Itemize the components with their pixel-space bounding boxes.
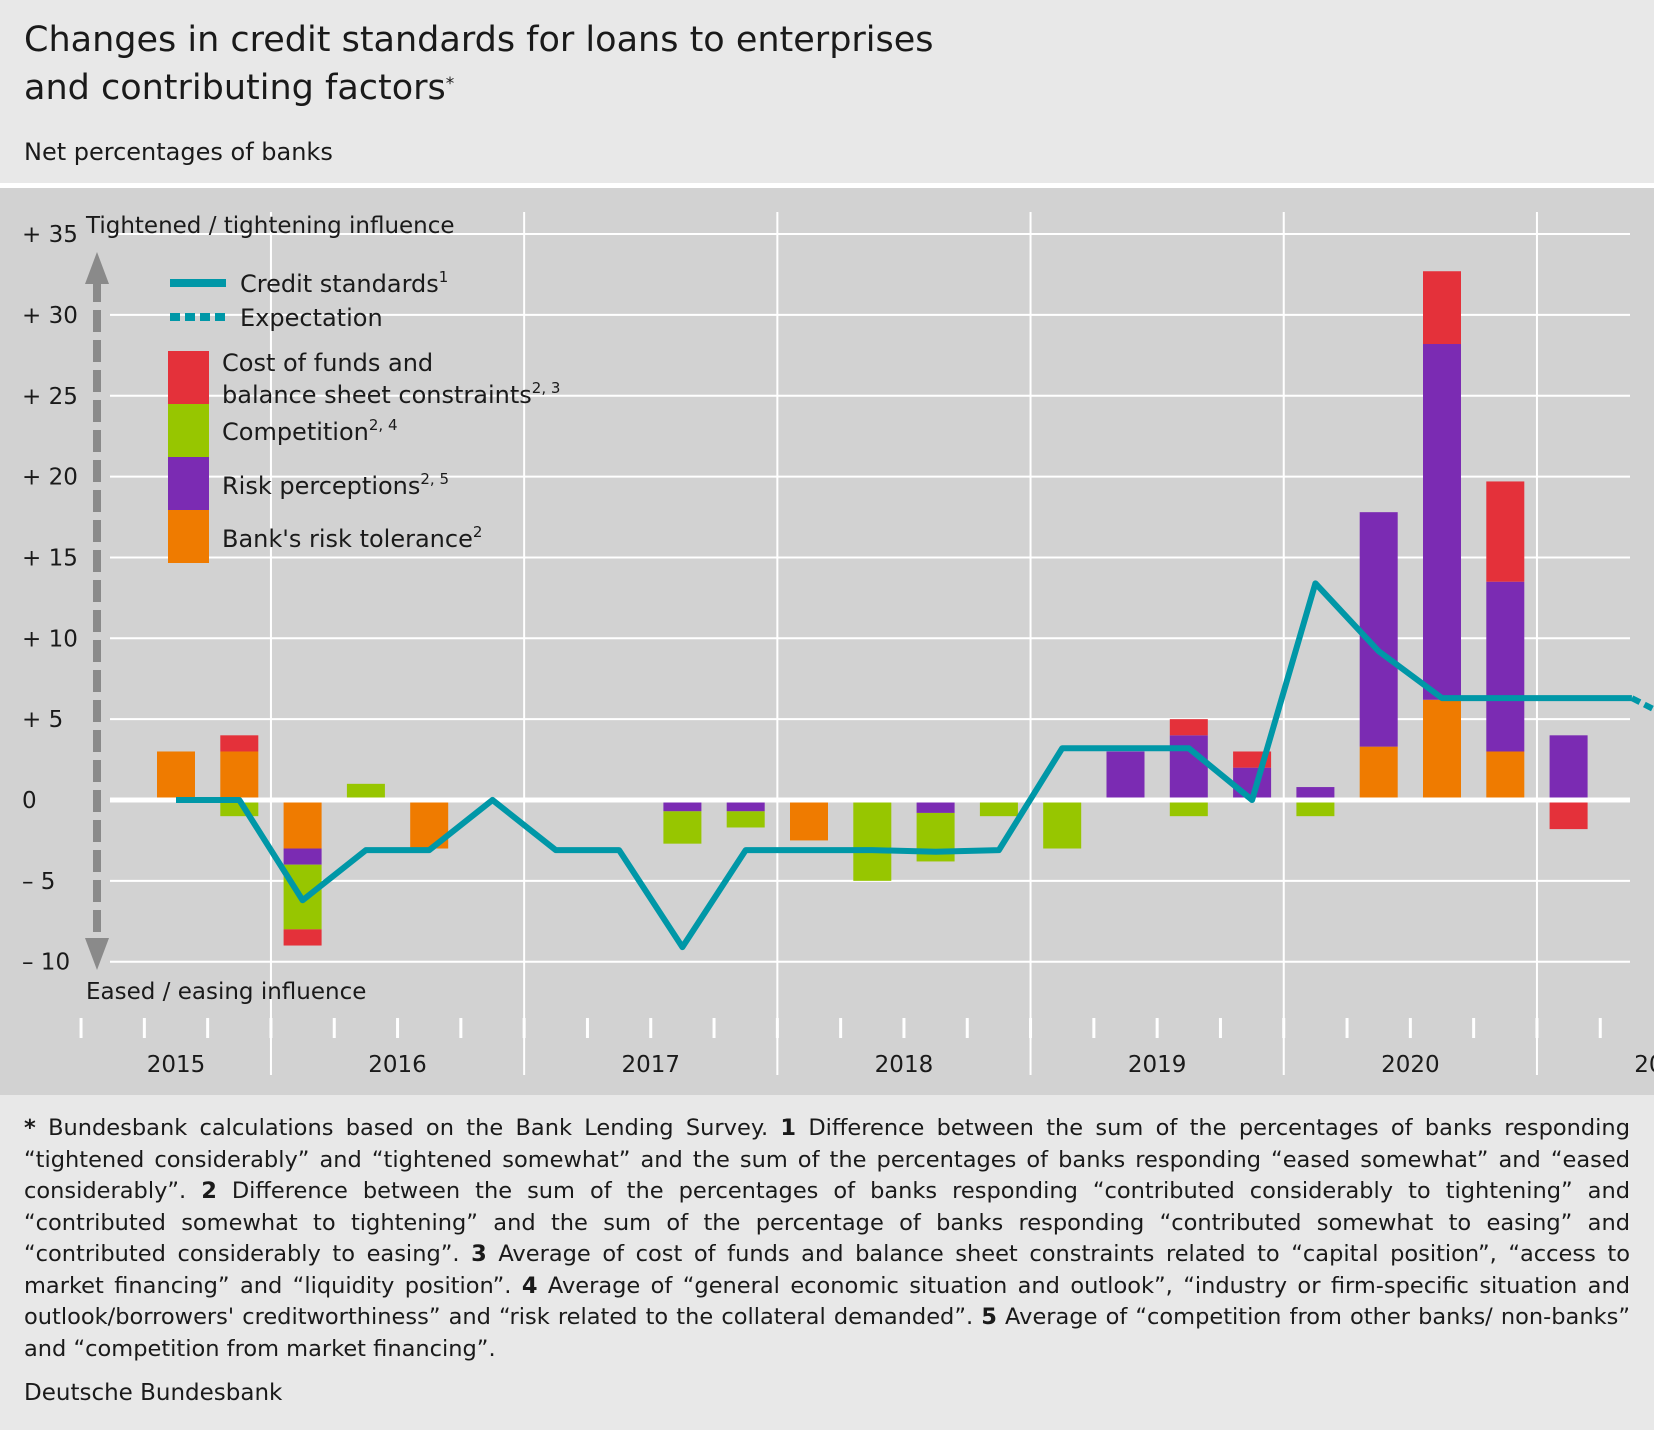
year-separators [269,212,1538,1075]
bar-segment [346,783,385,800]
legend-cost-of-funds-swatch [168,351,209,404]
legend-cost-of-funds-line1: Cost of funds and [222,349,433,377]
bar-segment [1423,699,1461,800]
y-tick-label: – 10 [22,950,70,976]
bar-segment [1043,800,1082,849]
credit-standards-line-group [176,580,1654,951]
footnote-2-number: 2 [201,1178,217,1204]
bar-segment [663,811,702,844]
y-tick-label: + 25 [22,384,78,410]
top-divider [0,183,1654,188]
legend-credit-standards: Credit standards1 [240,268,448,298]
bar-segment [1486,751,1525,800]
bar-segment [157,751,195,800]
title-footnote-mark: * [445,74,455,94]
arrow-down-icon [85,938,109,970]
bar-segment [916,800,955,813]
y-tick-label: + 35 [22,222,78,248]
year-label: 2018 [875,1052,934,1078]
footnote-star-text: Bundesbank calculations based on the Ban… [35,1115,781,1141]
year-label: 2016 [368,1052,427,1078]
y-tick-label: + 30 [22,303,78,329]
tightening-label: Tightened / tightening influence [85,213,455,239]
bar-segment [1486,581,1525,752]
bar-segment [1423,344,1461,700]
year-label: 2020 [1381,1052,1440,1078]
year-label: 2021 [1634,1052,1654,1078]
bar-segment [1359,512,1398,747]
bar-segment [979,800,1018,817]
year-label: 2017 [621,1052,680,1078]
y-tick-label: + 5 [22,707,63,733]
y-tick-label: + 20 [22,465,78,491]
bar-segment [220,735,259,752]
legend-competition-swatch [168,404,209,457]
bar-segment [853,800,892,881]
legend-risk-tolerance: Bank's risk tolerance2 [222,523,482,553]
bar-segment [1106,751,1145,800]
title-line-2: and contributing factors [24,68,446,108]
bar-segment [1296,787,1335,800]
bar-segment [283,848,322,865]
legend-cost-of-funds-line2: balance sheet constraints2, 3 [222,379,560,409]
title-line-1: Changes in credit standards for loans to… [24,20,934,60]
bar-segment [726,800,765,812]
bar-segment [1169,719,1208,736]
bar-segment [220,751,259,800]
footnote-1-number: 1 [780,1115,797,1141]
chart-svg: + 35 + 30 + 25 + 20 + 15 + 10 + 5 0 – 5 – 10 2015… [22,212,1654,1078]
expectation-line [1630,695,1654,713]
footnote-1-text: Difference between the sum of the percen… [24,1115,1630,1204]
bar-segment [1549,800,1588,830]
bar-segment [1169,800,1208,817]
bar-segment [1549,735,1588,800]
legend-risk-perceptions-swatch [168,457,209,510]
year-label: 2015 [147,1052,206,1078]
legend-risk-perceptions: Risk perceptions2, 5 [222,470,449,500]
footnote-5-number: 5 [981,1304,997,1330]
footnote-3-text: Average of cost of funds and balance she… [24,1241,1630,1299]
legend-risk-tolerance-swatch [168,510,209,563]
arrow-up-icon [85,252,109,284]
easing-label: Eased / easing influence [86,979,366,1005]
y-tick-label: – 5 [22,869,55,895]
bar-segment [726,811,765,828]
bar-segment [283,800,322,849]
bar-segment [790,800,828,841]
legend-competition: Competition2, 4 [222,416,398,446]
bar-segment [1486,481,1525,582]
year-label: 2019 [1128,1052,1187,1078]
footnote-3-number: 3 [471,1241,487,1267]
bar-segment [1169,735,1208,800]
footnote-4-number: 4 [521,1272,538,1299]
bar-segment [1296,800,1335,817]
y-tick-label: 0 [22,788,37,814]
bar-segment [663,800,702,812]
bars [157,271,1588,946]
x-axis: 2015 2016 2017 2018 2019 2020 2021 [79,1018,1654,1078]
chart-title: Changes in credit standards for loans to… [24,16,1424,112]
footnote-2-text: Difference between the sum of the percen… [24,1178,1631,1267]
bar-segment [1359,746,1398,800]
source-label: Deutsche Bundesbank [24,1380,283,1406]
chart-subtitle: Net percentages of banks [24,138,333,166]
footnote-star: * [24,1115,36,1141]
y-tick-label: + 15 [22,545,78,571]
legend-expectation: Expectation [240,304,383,332]
y-tick-label: + 10 [22,626,78,652]
y-axis: + 35 + 30 + 25 + 20 + 15 + 10 + 5 0 – 5 – 10 [22,222,78,976]
credit-standards-line [176,580,1632,951]
footnotes: * Bundesbank calculations based on the B… [24,1113,1630,1365]
bar-segment [283,929,322,946]
footnote-4-text: Average of “general economic situation a… [24,1272,1630,1331]
footnote-5-text: Average of “competition from other banks… [24,1304,1631,1362]
direction-arrow [85,252,109,970]
bar-segment [1423,271,1461,345]
legend: Credit standards1 Expectation Cost of fu… [168,268,560,563]
